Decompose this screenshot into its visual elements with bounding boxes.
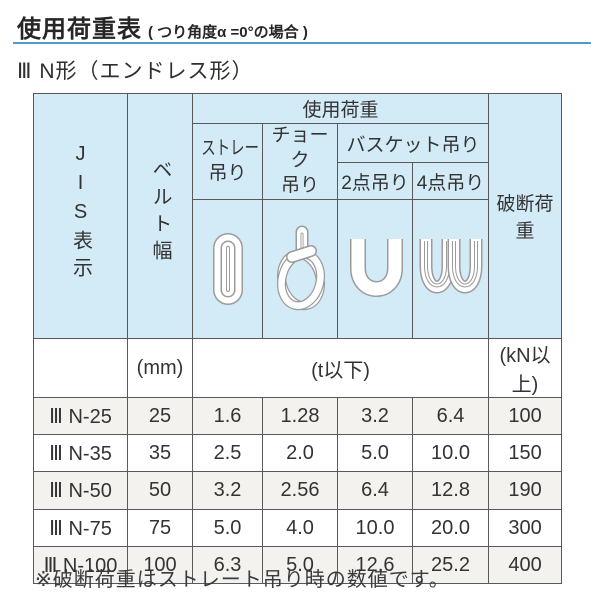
cell-belt-width: 75 (127, 509, 193, 547)
cell-belt-width: 25 (127, 397, 193, 435)
header-straight: ストレート吊り (192, 123, 263, 200)
cell-belt-width: 35 (127, 434, 193, 472)
cell-choke: 5.0 (262, 546, 338, 584)
header-row-top: JIS表示 ベルト幅 使用荷重 破断荷重 (33, 93, 563, 339)
header-basket-2pt: 2点吊り (337, 162, 413, 200)
title-text: 使用荷重表 (17, 16, 142, 43)
cell-basket-4pt: 12.8 (411, 471, 490, 510)
basket-4point-sling-icon (419, 239, 482, 294)
units-mm: (mm) (127, 338, 193, 398)
header-choke-line1: チョーク (271, 125, 329, 172)
cell-basket-4pt: 10.0 (411, 434, 490, 472)
units-kn: (kN以上) (488, 338, 563, 398)
cell-choke: 2.0 (262, 434, 338, 472)
cell-straight: 5.0 (192, 509, 263, 547)
cell-basket-2pt: 3.2 (337, 397, 413, 435)
header-basket-4pt: 4点吊り (411, 162, 490, 200)
title-underline (13, 42, 591, 44)
cell-breaking: 100 (488, 397, 563, 435)
cell-choke: 2.56 (262, 471, 338, 510)
table-row: Ⅲ N-100 100 6.3 5.0 12.6 25.2 400 (33, 546, 563, 584)
page-title: 使用荷重表 ( つり角度α =0°の場合 ) (17, 9, 308, 44)
cell-basket-2pt: 5.0 (337, 434, 413, 472)
table-row: Ⅲ N-25 25 1.6 1.28 3.2 6.4 100 (33, 397, 563, 435)
cell-basket-2pt: 10.0 (337, 509, 413, 547)
cell-breaking: 400 (488, 546, 563, 584)
icon-row (34, 199, 562, 339)
straight-sling-cell (192, 199, 263, 339)
title-note: ( つり角度α =0°の場合 ) (148, 24, 308, 41)
header-straight-line2: 吊り (208, 162, 247, 184)
table-row: Ⅲ N-35 35 2.5 2.0 5.0 10.0 150 (33, 434, 563, 472)
subtitle: Ⅲ N形（エンドレス形） (17, 60, 254, 83)
header-belt-width: ベルト幅 (127, 93, 193, 339)
units-blank (33, 338, 128, 398)
cell-belt-width: 50 (127, 471, 193, 510)
cell-straight: 3.2 (192, 471, 263, 510)
cell-basket-4pt: 20.0 (411, 509, 490, 547)
cell-straight: 6.3 (192, 546, 263, 584)
cell-straight: 2.5 (192, 434, 263, 472)
cell-model: Ⅲ N-75 (33, 509, 128, 547)
choke-sling-cell (262, 199, 338, 339)
cell-basket-4pt: 25.2 (411, 546, 490, 584)
choke-sling-icon (276, 225, 325, 311)
units-row: (mm) (t以下) (kN以上) (33, 338, 563, 398)
header-breaking-load: 破断荷重 (488, 93, 563, 339)
straight-sling-icon (213, 233, 243, 305)
basket-2point-sling-icon (349, 239, 403, 297)
cell-choke: 4.0 (262, 509, 338, 547)
header-choke-line2: 吊り (280, 174, 319, 196)
cell-breaking: 190 (488, 471, 563, 510)
table-row: Ⅲ N-75 75 5.0 4.0 10.0 20.0 300 (33, 509, 563, 547)
cell-model: Ⅲ N-25 (33, 397, 128, 435)
units-t: (t以下) (191, 338, 490, 398)
cell-breaking: 300 (488, 509, 563, 547)
cell-basket-2pt: 6.4 (337, 471, 413, 510)
cell-model: Ⅲ N-100 (33, 546, 128, 584)
cell-model: Ⅲ N-35 (33, 434, 128, 472)
table-row: Ⅲ N-50 50 3.2 2.56 6.4 12.8 190 (33, 471, 563, 510)
cell-breaking: 150 (488, 434, 563, 472)
cell-model: Ⅲ N-50 (33, 471, 128, 510)
cell-basket-4pt: 6.4 (411, 397, 490, 435)
cell-basket-2pt: 12.6 (337, 546, 413, 584)
header-working-load: 使用荷重 (191, 93, 490, 124)
cell-choke: 1.28 (262, 397, 338, 435)
footnote: ※破断荷重はストレート吊り時の数値です。 (35, 569, 450, 591)
header-jis: JIS表示 (33, 93, 128, 339)
header-straight-line1: ストレート (201, 137, 261, 159)
cell-straight: 1.6 (192, 397, 263, 435)
basket-4point-cell (411, 199, 490, 339)
basket-2point-cell (337, 199, 413, 339)
header-choke: チョーク 吊り (262, 123, 338, 200)
header-basket: バスケット吊り (336, 123, 490, 163)
